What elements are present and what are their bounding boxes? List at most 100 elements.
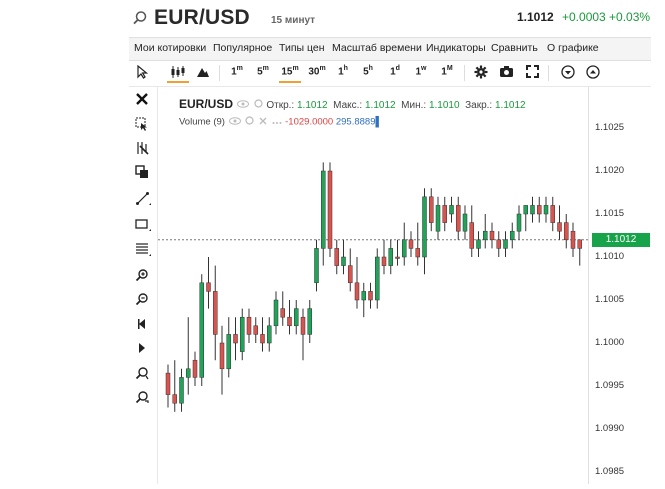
mountain-icon[interactable] bbox=[195, 65, 211, 81]
close-label: Закр.: bbox=[465, 100, 493, 111]
cursor-select-icon[interactable] bbox=[135, 117, 151, 133]
candle-body bbox=[219, 342, 225, 370]
candle bbox=[415, 222, 420, 266]
close-icon[interactable] bbox=[135, 92, 151, 108]
candle-body bbox=[361, 291, 366, 301]
eye-icon[interactable] bbox=[228, 116, 241, 128]
zoom-out-icon[interactable] bbox=[135, 292, 151, 308]
candle-body bbox=[287, 316, 292, 327]
scroll-right-icon[interactable] bbox=[135, 341, 151, 357]
timeframe-15m[interactable]: 15m bbox=[279, 65, 301, 83]
candle-body bbox=[260, 334, 265, 344]
candle-body bbox=[307, 308, 312, 335]
candle bbox=[307, 300, 312, 343]
candle bbox=[449, 196, 454, 223]
candle bbox=[557, 205, 562, 240]
remove-indicator-icon[interactable] bbox=[259, 117, 267, 128]
gear-icon[interactable] bbox=[473, 65, 489, 81]
price-axis[interactable]: 1.1025 1.1020 1.1015 1.1010 1.1005 1.100… bbox=[588, 87, 652, 484]
timeframe-1m[interactable]: 1m bbox=[231, 65, 243, 78]
candle bbox=[422, 188, 427, 275]
menu-price-types[interactable]: Типы цен bbox=[279, 42, 325, 54]
candle bbox=[327, 162, 333, 257]
candle bbox=[253, 317, 258, 343]
y-tick: 1.0990 bbox=[595, 423, 625, 434]
candle-body bbox=[179, 377, 184, 404]
candle-body bbox=[280, 308, 285, 318]
menu-my-quotes[interactable]: Мои котировки bbox=[134, 42, 207, 54]
candle bbox=[240, 308, 245, 361]
candle-body bbox=[408, 239, 414, 249]
timeframe-1w[interactable]: 1w bbox=[415, 65, 427, 78]
menu-indicators[interactable]: Индикаторы bbox=[426, 42, 486, 54]
candle-body bbox=[415, 248, 420, 258]
timeframe-1h[interactable]: 1h bbox=[338, 65, 348, 78]
camera-icon[interactable] bbox=[498, 65, 514, 81]
menu-time-scale[interactable]: Масштаб времени bbox=[332, 42, 422, 54]
open-label: Откр.: bbox=[266, 100, 295, 111]
settings-icon[interactable] bbox=[253, 99, 263, 111]
candle bbox=[469, 205, 474, 257]
low-value: 1.1010 bbox=[428, 100, 460, 111]
candle bbox=[219, 325, 225, 395]
candle-body bbox=[348, 265, 353, 284]
menu-about-chart[interactable]: О графике bbox=[547, 42, 599, 54]
scroll-left-icon[interactable] bbox=[135, 317, 151, 333]
candle bbox=[172, 360, 177, 412]
eye-icon[interactable] bbox=[236, 100, 249, 111]
candle-body bbox=[550, 205, 555, 223]
candle bbox=[368, 282, 373, 309]
timeframe-1d[interactable]: 1d bbox=[390, 65, 400, 78]
candle bbox=[206, 257, 211, 309]
upload-icon[interactable] bbox=[585, 65, 601, 81]
candle bbox=[503, 231, 508, 257]
rectangle-icon[interactable] bbox=[135, 217, 151, 233]
zoom-in-icon[interactable] bbox=[135, 268, 151, 284]
price-chart[interactable] bbox=[158, 87, 588, 484]
candles-icon[interactable] bbox=[167, 65, 189, 83]
candle-body bbox=[246, 316, 252, 335]
timeframe-1M[interactable]: 1M bbox=[441, 65, 453, 78]
candlestick-chart[interactable] bbox=[158, 87, 588, 484]
candle bbox=[489, 222, 495, 249]
download-icon[interactable] bbox=[560, 65, 576, 81]
search-icon[interactable] bbox=[132, 10, 148, 26]
timeframe-5h[interactable]: 5h bbox=[363, 65, 373, 78]
menu-popular[interactable]: Популярное bbox=[213, 42, 273, 54]
candle-body bbox=[375, 256, 380, 301]
timeframe-30m[interactable]: 30m bbox=[308, 65, 326, 78]
fibonacci-icon[interactable] bbox=[135, 242, 151, 258]
y-tick: 1.1005 bbox=[595, 294, 625, 305]
menu-compare[interactable]: Сравнить bbox=[491, 42, 538, 54]
clone-icon[interactable] bbox=[135, 165, 151, 181]
candle-body bbox=[233, 334, 238, 344]
candle bbox=[435, 196, 441, 240]
candle-body bbox=[206, 282, 211, 292]
candle bbox=[388, 239, 393, 275]
trendline-icon[interactable] bbox=[135, 191, 151, 207]
zoom-reset-icon[interactable] bbox=[135, 366, 151, 382]
candle-body bbox=[496, 239, 501, 249]
fullscreen-icon[interactable] bbox=[524, 65, 540, 81]
settings-icon[interactable] bbox=[245, 116, 254, 128]
open-value: 1.1012 bbox=[297, 100, 328, 111]
candle bbox=[570, 222, 576, 257]
zoom-fit-icon[interactable] bbox=[135, 390, 151, 406]
candle bbox=[550, 196, 555, 232]
candle bbox=[213, 265, 218, 361]
candle-body bbox=[388, 248, 393, 266]
candle bbox=[165, 364, 171, 408]
candle-body bbox=[449, 205, 454, 215]
y-tick: 1.1025 bbox=[595, 122, 625, 133]
y-tick: 1.1015 bbox=[595, 208, 625, 219]
candle-body bbox=[199, 282, 204, 378]
candle bbox=[334, 239, 339, 275]
candle-body bbox=[537, 205, 542, 215]
price-change: +0.0003 +0.03% bbox=[562, 10, 651, 24]
candle-body bbox=[300, 316, 306, 335]
candle-body bbox=[530, 205, 535, 215]
cursor-icon[interactable] bbox=[135, 64, 149, 81]
timeframe-5m[interactable]: 5m bbox=[257, 65, 269, 78]
magic-icon[interactable] bbox=[135, 141, 151, 157]
more-icon[interactable] bbox=[272, 117, 282, 128]
